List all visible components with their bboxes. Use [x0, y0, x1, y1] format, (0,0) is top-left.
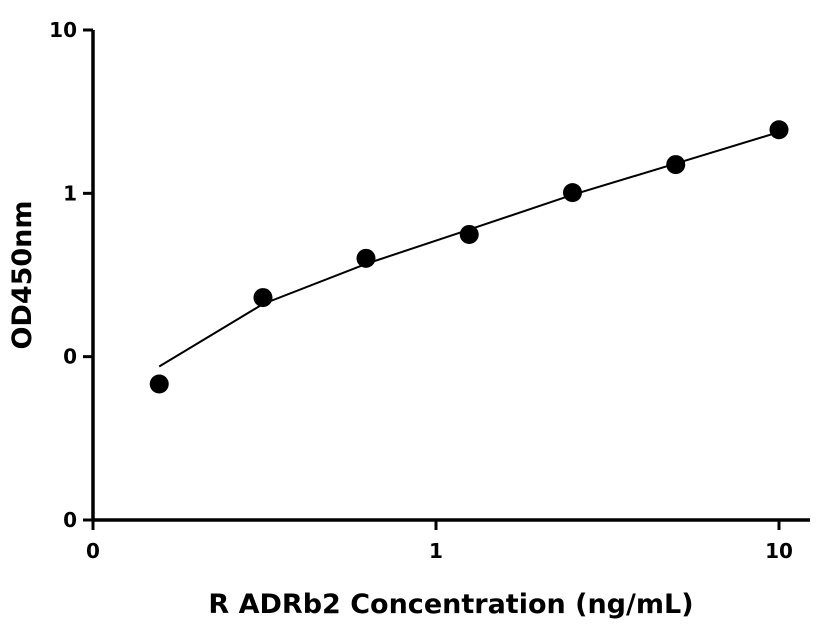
y-tick-label: 10: [49, 18, 77, 42]
fit-curve: [158, 131, 780, 368]
y-tick-label: 0: [63, 345, 77, 369]
data-point: [666, 155, 686, 175]
y-tick-label: 0: [63, 508, 77, 532]
x-axis-title: R ADRb2 Concentration (ng/mL): [208, 589, 693, 620]
x-tick-label: 10: [765, 539, 793, 563]
y-axis-title: OD450nm: [7, 200, 38, 349]
x-tick-label: 0: [86, 539, 100, 563]
data-point: [769, 120, 789, 140]
data-point: [562, 183, 582, 203]
data-point: [149, 374, 169, 394]
data-point: [253, 288, 273, 308]
x-tick-label: 1: [429, 539, 443, 563]
data-point: [356, 248, 376, 268]
y-tick-label: 1: [63, 181, 77, 205]
data-point: [459, 224, 479, 244]
